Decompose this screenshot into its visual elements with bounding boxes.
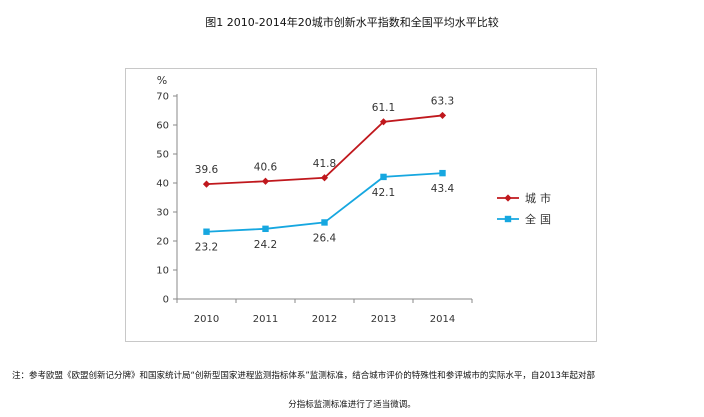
y-tick-label: 50 — [156, 150, 169, 161]
x-tick-label: 2014 — [430, 314, 455, 325]
footnote-line-1: 注：参考欧盟《欧盟创新记分牌》和国家统计局“创新型国家进程监测指标体系”监测标准… — [12, 371, 595, 381]
data-point — [321, 219, 328, 226]
data-label: 23.2 — [195, 242, 218, 254]
data-label: 24.2 — [254, 239, 277, 251]
data-label: 41.8 — [313, 158, 336, 170]
footnote-line-2: 分指标监测标准进行了适当微调。 — [288, 400, 416, 410]
data-label: 61.1 — [372, 102, 395, 114]
data-label: 39.6 — [195, 164, 219, 176]
data-point — [380, 173, 387, 181]
data-point — [202, 180, 211, 188]
legend-label: 城市 — [525, 191, 555, 205]
x-tick-label: 2011 — [253, 314, 278, 325]
y-tick-label: 60 — [156, 121, 169, 132]
legend-marker — [504, 215, 512, 223]
chart-frame — [125, 68, 597, 342]
y-axis-unit: % — [157, 74, 167, 87]
x-tick-label: 2010 — [194, 314, 219, 325]
x-tick-label: 2012 — [312, 314, 337, 325]
data-point — [438, 111, 447, 120]
data-label: 63.3 — [431, 95, 454, 107]
y-tick-label: 30 — [156, 208, 169, 219]
series-line-1 — [206, 114, 443, 186]
y-tick-label: 20 — [156, 237, 169, 248]
y-tick-label: 10 — [156, 266, 169, 277]
y-tick-label: 0 — [163, 295, 169, 306]
data-point — [439, 169, 446, 177]
data-label: 26.4 — [313, 232, 337, 244]
x-tick-label: 2013 — [371, 314, 396, 325]
legend-label: 全国 — [525, 212, 555, 226]
data-label: 43.4 — [431, 183, 455, 195]
legend-marker — [504, 194, 512, 202]
data-label: 40.6 — [254, 161, 278, 173]
data-point — [203, 228, 210, 235]
y-tick-label: 40 — [156, 179, 169, 190]
data-label: 42.1 — [372, 187, 395, 199]
data-point — [320, 174, 329, 182]
data-point — [262, 225, 269, 233]
data-point — [379, 118, 388, 126]
data-point — [261, 177, 270, 185]
y-tick-label: 70 — [156, 92, 169, 103]
chart-title: 图1 2010-2014年20城市创新水平指数和全国平均水平比较 — [205, 16, 499, 29]
